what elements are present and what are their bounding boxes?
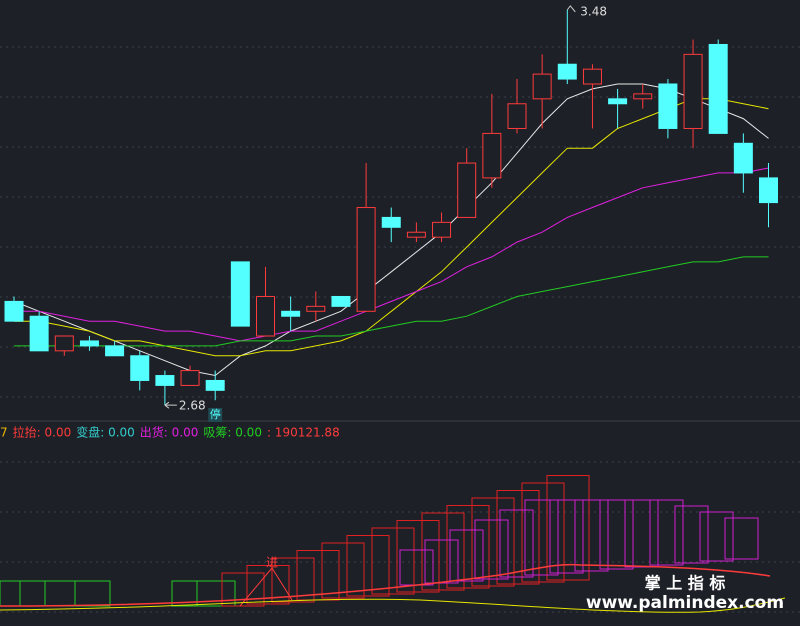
candle-body xyxy=(608,98,628,105)
candle-body xyxy=(155,375,175,386)
candle-body xyxy=(180,370,200,386)
indicator-label: 出货: 0.00 xyxy=(140,425,199,440)
red-box xyxy=(221,572,265,607)
magenta-box xyxy=(449,529,484,582)
red-box xyxy=(271,557,315,603)
indicator-label: 7 xyxy=(0,426,8,440)
green-box xyxy=(196,580,236,607)
magenta-box xyxy=(524,499,559,576)
candle-body xyxy=(733,142,753,174)
candle-body xyxy=(79,340,99,347)
red-box xyxy=(421,512,465,591)
magenta-box xyxy=(699,511,734,562)
candle-body xyxy=(230,261,250,327)
red-box xyxy=(521,482,565,583)
green-box xyxy=(74,580,111,607)
magenta-box xyxy=(599,499,634,570)
ma-line xyxy=(14,167,769,342)
red-box xyxy=(371,527,415,595)
indicator-label: : 190121.88 xyxy=(267,426,340,440)
watermark-url: www.palmindex.com xyxy=(586,593,784,613)
magenta-box xyxy=(649,499,684,566)
candle-body xyxy=(406,231,426,238)
magenta-box xyxy=(474,519,509,580)
candle-body xyxy=(331,295,351,307)
yellow-curve xyxy=(0,597,786,613)
candle-body xyxy=(457,162,477,218)
magenta-box xyxy=(549,499,584,574)
indicator-label: 吸筹: 0.00 xyxy=(203,426,262,440)
candle-body xyxy=(482,132,502,179)
max-pointer xyxy=(566,5,576,13)
marker-box xyxy=(208,408,223,422)
ma-line xyxy=(14,256,769,347)
min-label: 2.68 xyxy=(179,399,206,413)
candle-body xyxy=(256,295,275,337)
candle-body xyxy=(633,93,653,100)
red-box xyxy=(471,497,515,587)
candle-body xyxy=(4,300,24,322)
candle-body xyxy=(432,221,452,238)
red-box xyxy=(396,520,440,593)
candle-body xyxy=(507,103,527,129)
upper-panel: 3.48 2.68 停 xyxy=(0,4,800,422)
max-label: 3.48 xyxy=(580,4,607,18)
min-pointer xyxy=(164,401,177,409)
candle-body xyxy=(557,63,577,80)
red-curve xyxy=(0,563,771,607)
candle-body xyxy=(658,83,678,129)
candle-body xyxy=(281,310,301,317)
magenta-box xyxy=(574,499,609,572)
red-box xyxy=(246,565,290,605)
candle-body xyxy=(582,68,602,85)
indicator-label: 拉抬: 0.00 xyxy=(13,425,72,440)
red-box xyxy=(496,490,540,585)
candle-body xyxy=(105,345,125,357)
candle-body xyxy=(381,216,401,228)
magenta-box xyxy=(674,505,709,564)
magenta-box xyxy=(724,517,759,560)
candle-body xyxy=(54,335,74,352)
signal-label: 进 xyxy=(266,556,278,570)
lower-panel: 进 7 拉抬: 0.00 变盘: 0.00 出货: 0.00 吸筹: 0.00 : 1901… xyxy=(0,425,800,613)
red-box xyxy=(321,542,365,599)
candle-body xyxy=(306,305,326,312)
candle-body xyxy=(130,355,150,381)
candle-body xyxy=(29,315,49,352)
ma-line xyxy=(14,98,769,357)
watermark-title: 掌 上 指 标 xyxy=(645,574,726,593)
indicator-label: 变盘: 0.00 xyxy=(76,425,135,440)
marker-label: 停 xyxy=(210,407,221,421)
red-box xyxy=(446,505,490,589)
candle-body xyxy=(708,43,728,134)
magenta-box xyxy=(499,509,534,578)
candle-body xyxy=(205,379,225,391)
candle-body xyxy=(683,53,703,129)
red-box xyxy=(546,475,590,581)
candle-body xyxy=(532,73,552,100)
candle-body xyxy=(356,207,376,312)
red-box xyxy=(346,535,390,597)
candle-body xyxy=(759,177,778,204)
signal-line xyxy=(239,567,293,607)
